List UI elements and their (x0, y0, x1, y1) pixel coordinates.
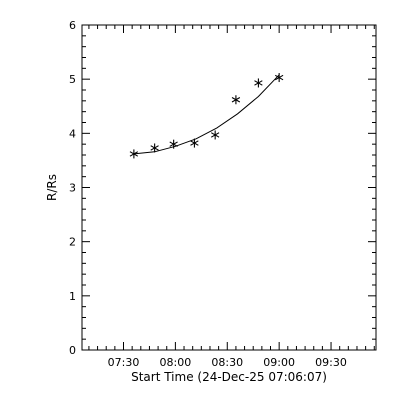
y-tick-label: 1 (69, 290, 76, 303)
axis-ticks (82, 24, 376, 351)
data-point (254, 78, 263, 88)
data-point (169, 139, 178, 149)
x-tick-label: 08:00 (160, 356, 192, 369)
fit-curve (133, 74, 280, 155)
y-tick-label: 3 (69, 182, 76, 195)
y-tick-label: 2 (69, 236, 76, 249)
y-axis-title: R/Rs (45, 174, 59, 201)
x-tick-label: 09:30 (315, 356, 347, 369)
data-point (231, 95, 241, 105)
data-point (150, 143, 159, 153)
plot-frame (81, 24, 377, 351)
x-tick-label: 09:00 (263, 356, 295, 369)
y-tick-label: 0 (69, 344, 76, 357)
tick-labels: 07:30 08:00 08:30 09:00 09:30 0 1 2 3 4 5 6 (69, 19, 347, 369)
data-point (129, 149, 139, 159)
y-tick-label: 4 (69, 127, 76, 140)
x-tick-label: 07:30 (108, 356, 140, 369)
y-tick-label: 5 (69, 73, 76, 86)
data-point (274, 73, 284, 83)
x-axis-title: Start Time (24-Dec-25 07:06:07) (131, 370, 327, 384)
data-points (129, 73, 284, 159)
y-tick-label: 6 (69, 19, 76, 32)
x-tick-label: 08:30 (211, 356, 243, 369)
data-point (210, 130, 220, 140)
data-point (190, 138, 199, 148)
